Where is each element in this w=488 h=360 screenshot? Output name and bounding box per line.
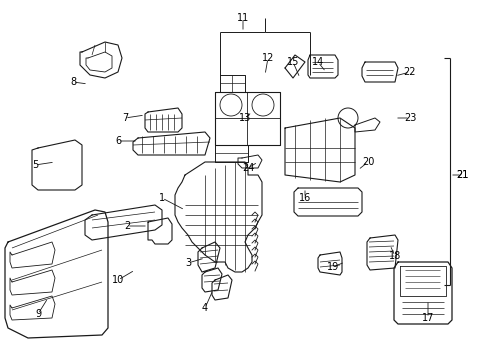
Text: 24: 24 (242, 163, 254, 173)
Text: 17: 17 (421, 313, 433, 323)
Text: 9: 9 (35, 309, 41, 319)
Text: 18: 18 (388, 251, 400, 261)
Text: 12: 12 (261, 53, 274, 63)
Text: 14: 14 (311, 57, 324, 67)
Text: 1: 1 (159, 193, 165, 203)
Text: 3: 3 (184, 258, 191, 268)
Text: 13: 13 (238, 113, 251, 123)
Text: 6: 6 (115, 136, 121, 146)
Text: 21: 21 (455, 170, 467, 180)
Text: 15: 15 (286, 57, 299, 67)
Text: 4: 4 (202, 303, 207, 313)
Text: 19: 19 (326, 262, 339, 272)
Text: 22: 22 (403, 67, 415, 77)
Text: 21: 21 (455, 170, 467, 180)
Text: 2: 2 (123, 221, 130, 231)
Text: 5: 5 (32, 160, 38, 170)
Text: 23: 23 (403, 113, 415, 123)
Text: 10: 10 (112, 275, 124, 285)
Text: 20: 20 (361, 157, 373, 167)
Text: 7: 7 (122, 113, 128, 123)
Text: 16: 16 (298, 193, 310, 203)
Text: 11: 11 (236, 13, 248, 23)
Text: 8: 8 (70, 77, 76, 87)
